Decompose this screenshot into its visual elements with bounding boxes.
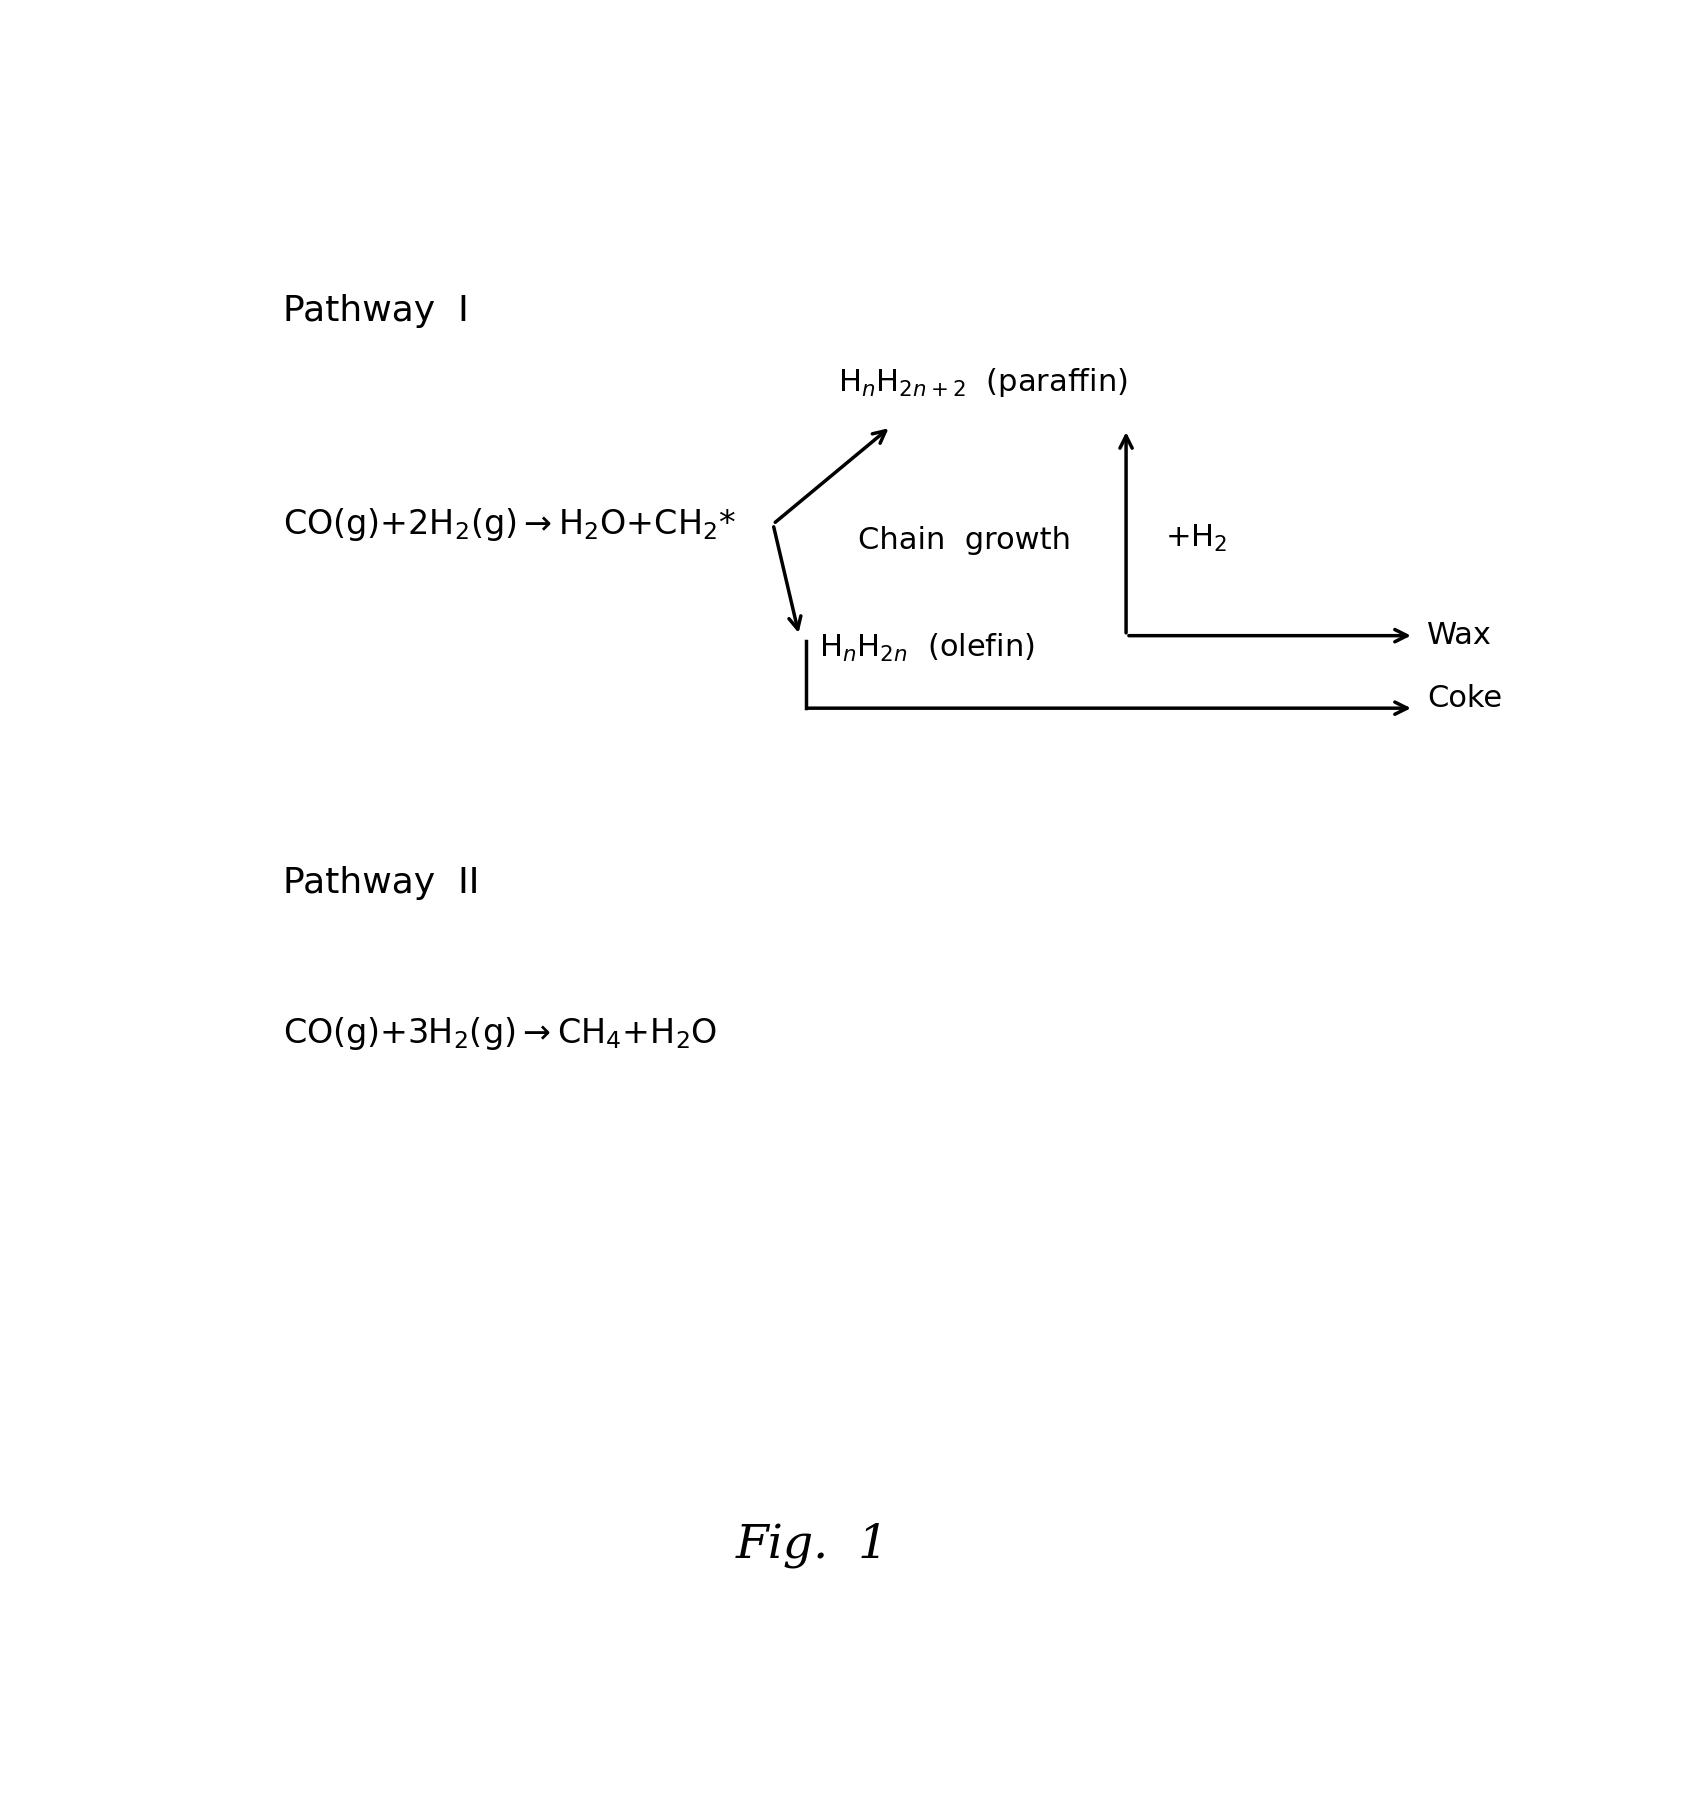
Text: Wax: Wax [1427, 621, 1491, 650]
Text: H$_n$H$_{2n+2}$  (paraffin): H$_n$H$_{2n+2}$ (paraffin) [838, 366, 1129, 398]
Text: Pathway  II: Pathway II [283, 866, 479, 900]
Text: Pathway  I: Pathway I [283, 293, 469, 328]
Text: Coke: Coke [1427, 685, 1501, 714]
Text: +H$_2$: +H$_2$ [1166, 523, 1228, 554]
Text: Fig.  1: Fig. 1 [736, 1521, 889, 1568]
Text: CO(g)+2H$_2$(g)$\rightarrow$H$_2$O+CH$_2$*: CO(g)+2H$_2$(g)$\rightarrow$H$_2$O+CH$_2… [283, 505, 736, 543]
Text: Chain  growth: Chain growth [859, 527, 1071, 556]
Text: H$_n$H$_{2n}$  (olefin): H$_n$H$_{2n}$ (olefin) [818, 632, 1034, 663]
Text: CO(g)+3H$_2$(g)$\rightarrow$CH$_4$+H$_2$O: CO(g)+3H$_2$(g)$\rightarrow$CH$_4$+H$_2$… [283, 1014, 717, 1052]
